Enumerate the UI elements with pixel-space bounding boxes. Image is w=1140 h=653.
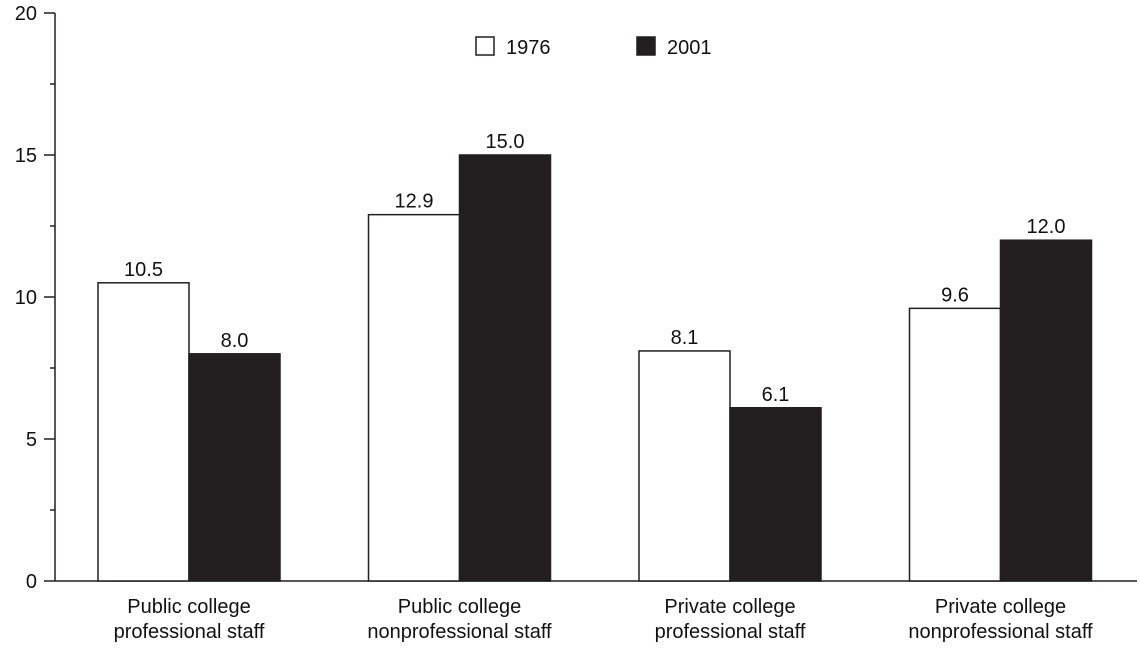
category-label: professional staff [114,621,265,643]
data-label: 10.5 [124,259,163,281]
data-label: 8.0 [221,330,249,352]
legend-swatch-1976 [475,36,495,56]
y-tick-label: 20 [15,3,37,25]
data-label: 12.9 [395,191,434,213]
y-tick-label: 5 [26,429,37,451]
category-label: Public college [127,596,250,618]
bar-2001-0 [188,353,281,582]
category-label: Private college [935,596,1066,618]
bar-2001-2 [729,407,822,582]
bars: 10.5 8.0 12.9 15.0 8.1 6.1 9.6 12.0 [97,131,1093,582]
axes: 0 5 10 15 20 Public college professional staff… [15,3,1137,643]
data-label: 15.0 [486,131,525,153]
bar-2001-3 [999,239,1093,582]
data-label: 6.1 [762,384,790,406]
bar-1976-3 [908,307,1002,582]
category-label: professional staff [655,621,806,643]
legend: 1976 2001 [475,36,712,59]
bar-1976-2 [638,350,731,582]
data-label: 12.0 [1027,216,1066,238]
bar-1976-0 [97,282,190,582]
category-label: nonprofessional staff [367,621,552,643]
data-label: 9.6 [941,284,969,306]
legend-label: 2001 [667,37,712,59]
bar-1976-1 [367,213,461,582]
category-label: nonprofessional staff [908,621,1093,643]
data-label: 8.1 [671,327,699,349]
bar-2001-1 [458,154,552,582]
category-label: Private college [664,596,795,618]
y-tick-label: 15 [15,145,37,167]
y-tick-label: 0 [26,571,37,593]
y-tick-label: 10 [15,287,37,309]
legend-swatch-2001 [636,36,656,56]
category-label: Public college [398,596,521,618]
legend-label: 1976 [506,37,551,59]
